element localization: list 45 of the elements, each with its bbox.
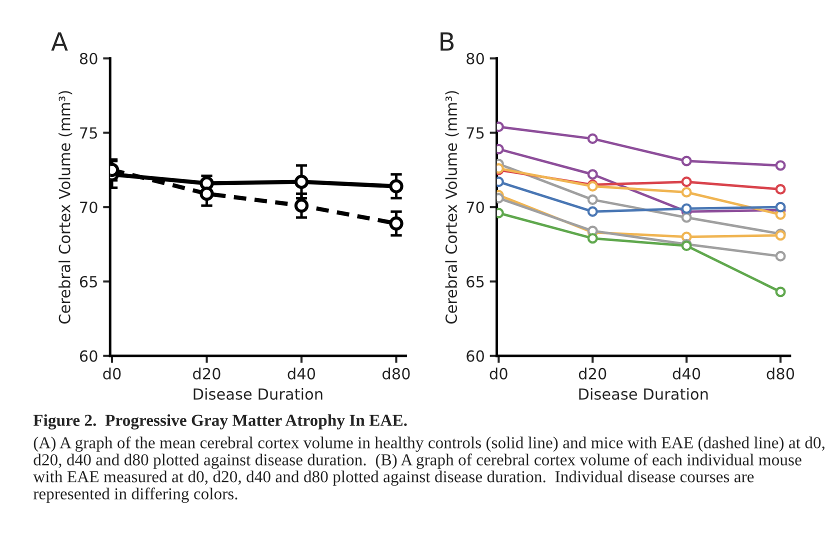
y-tick-label: 65 <box>466 276 484 288</box>
point <box>587 133 598 144</box>
x-tick-label: d20 <box>578 368 606 380</box>
point <box>587 206 598 217</box>
point <box>200 176 214 190</box>
point <box>294 174 309 189</box>
point <box>587 194 598 205</box>
point <box>681 203 692 214</box>
text: A <box>51 32 68 51</box>
x-tick-label: d0 <box>103 368 121 380</box>
point <box>389 216 404 231</box>
y-tick-label: 75 <box>466 127 484 139</box>
x-tick-label: d80 <box>382 368 410 380</box>
y-tick-label: 60 <box>80 350 98 362</box>
caption: Figure 2. Progressive Gray Matter Atrophy In EAE. <box>33 414 407 430</box>
x-tick-label: d40 <box>672 368 700 380</box>
point <box>389 179 404 194</box>
text: (A) A graph of the mean cerebral cortex volume in healthy controls (solid line) and mice with EAE (dashed line) at d0, d20, d40 and d80 plotted against disease duration. (B) A graph of cerebral cortex volume of each individual mouse with EAE measured at d0, d20, d40 and d80 plotted against disease duration. Individual disease courses are represented in differing colors. <box>33 436 824 503</box>
x-axis-title: Disease Duration <box>194 388 322 400</box>
point <box>775 286 786 298</box>
point <box>681 156 692 166</box>
point <box>775 160 786 171</box>
point <box>775 184 786 195</box>
y-axis-title: Cerebral Cortex Volume (mm³) <box>58 91 72 324</box>
x-tick-label: d20 <box>193 368 220 380</box>
x-tick-label: d40 <box>288 368 316 380</box>
y-tick-label: 70 <box>80 202 98 214</box>
point <box>681 176 692 188</box>
y-axis-title: Cerebral Cortex Volume (mm³) <box>445 91 459 324</box>
x-axis-title: Disease Duration <box>579 388 708 400</box>
y-tick-label: 65 <box>80 276 97 288</box>
y-tick-label: 75 <box>80 127 97 139</box>
y-tick-label: 80 <box>80 52 98 64</box>
y-tick-label: 70 <box>466 202 484 214</box>
y-tick-label: 60 <box>466 350 484 362</box>
point <box>681 186 692 198</box>
x-tick-label: d0 <box>490 368 508 380</box>
point <box>200 186 214 201</box>
point <box>587 233 598 244</box>
text: B <box>440 32 454 51</box>
y-tick-label: 80 <box>466 52 484 64</box>
point <box>681 212 692 223</box>
point <box>775 202 786 212</box>
x-tick-label: d80 <box>766 368 794 380</box>
point <box>775 250 786 262</box>
